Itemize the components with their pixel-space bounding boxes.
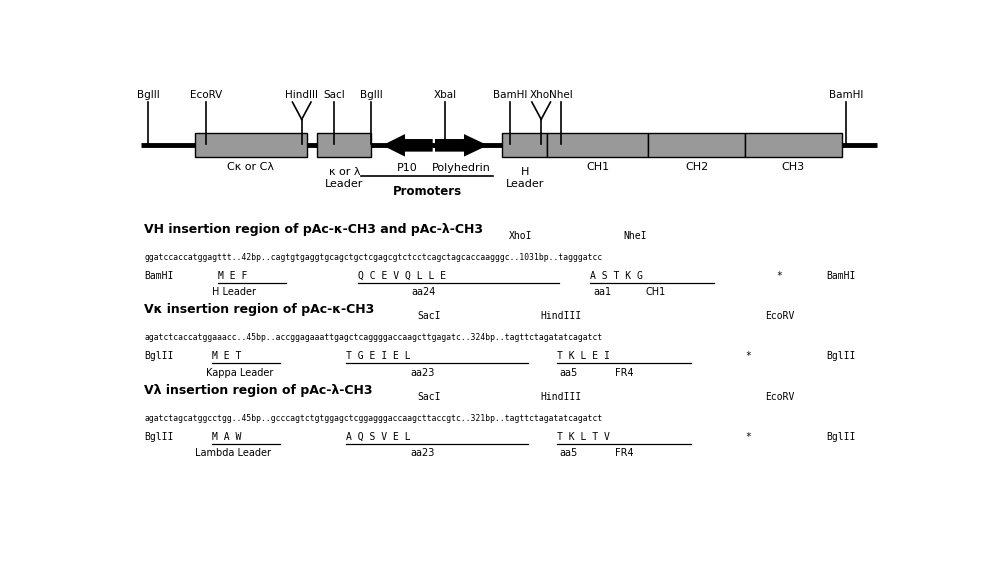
Text: EcoRV: EcoRV [765,392,795,402]
Text: HindIII: HindIII [541,392,582,402]
Text: aa24: aa24 [412,288,436,297]
Text: BamHI: BamHI [829,90,863,100]
Text: P10: P10 [397,163,417,173]
Text: FR4: FR4 [615,448,633,459]
Text: T K L T V: T K L T V [557,432,610,442]
Text: agatctagcatggcctgg..45bp..gcccagtctgtggagctcggagggaccaagcttaccgtc..321bp..tagttc: agatctagcatggcctgg..45bp..gcccagtctgtgga… [144,414,603,423]
Text: Kappa Leader: Kappa Leader [206,368,274,378]
Text: NheI: NheI [623,232,647,242]
Text: T K L E I: T K L E I [557,351,610,361]
Bar [745,133,842,157]
Text: BglII: BglII [137,90,160,100]
Text: XhoI: XhoI [509,232,532,242]
Text: aa23: aa23 [410,448,435,459]
Text: BglII: BglII [826,432,856,442]
Text: T G E I E L: T G E I E L [346,351,411,361]
Text: SacI: SacI [418,392,441,402]
Text: BamHI: BamHI [144,271,174,281]
Text: Vλ insertion region of pAc-λ-CH3: Vλ insertion region of pAc-λ-CH3 [144,384,373,397]
Text: H
Leader: H Leader [506,167,544,189]
Bar [547,133,648,157]
Text: XbaI: XbaI [434,90,457,100]
Text: FR4: FR4 [615,368,633,378]
Polygon shape [435,134,488,157]
Text: BamHI: BamHI [493,90,527,100]
Text: SacI: SacI [323,90,345,100]
Text: Lambda Leader: Lambda Leader [195,448,271,459]
Text: Promoters: Promoters [393,185,462,198]
Bar [195,133,307,157]
Text: aa5: aa5 [559,368,577,378]
Text: BglII: BglII [144,351,174,361]
Text: *: * [745,351,751,361]
Text: Q C E V Q L L E: Q C E V Q L L E [358,271,446,281]
Text: aa5: aa5 [559,448,577,459]
Bar [502,133,547,157]
Text: aa23: aa23 [410,368,435,378]
Text: NheI: NheI [549,90,573,100]
Text: HindIII: HindIII [541,311,582,321]
Text: A S T K G: A S T K G [590,271,643,281]
Bar [648,133,745,157]
Text: SacI: SacI [418,311,441,321]
Text: Cκ or Cλ: Cκ or Cλ [227,161,274,171]
Text: HindIII: HindIII [285,90,318,100]
Text: M E F: M E F [218,271,247,281]
Text: EcoRV: EcoRV [765,311,795,321]
Text: VH insertion region of pAc-κ-CH3 and pAc-λ-CH3: VH insertion region of pAc-κ-CH3 and pAc… [144,223,483,236]
Text: CH2: CH2 [685,161,708,171]
Text: CH1: CH1 [586,161,609,171]
Text: agatctcaccatggaaacc..45bp..accggagaaattgagctcaggggaccaagcttgagatc..324bp..tagttc: agatctcaccatggaaacc..45bp..accggagaaattg… [144,333,603,342]
Text: M A W: M A W [212,432,241,442]
Text: Polyhedrin: Polyhedrin [432,163,491,173]
Text: EcoRV: EcoRV [190,90,222,100]
Text: BamHI: BamHI [826,271,856,281]
Text: κ or λ
Leader: κ or λ Leader [325,167,364,189]
Text: XhoI: XhoI [530,90,553,100]
Polygon shape [382,134,433,157]
Text: H Leader: H Leader [212,288,256,297]
Text: CH1: CH1 [646,288,666,297]
Text: aa1: aa1 [594,288,612,297]
Text: M E T: M E T [212,351,241,361]
Text: CH3: CH3 [782,161,805,171]
Text: BglII: BglII [360,90,383,100]
Text: *: * [745,432,751,442]
Bar [317,133,371,157]
Text: *: * [776,271,782,281]
Text: BglII: BglII [144,432,174,442]
Text: ggatccaccatggagttt..42bp..cagtgtgaggtgcagctgctcgagcgtctcctcagctagcaccaagggc..103: ggatccaccatggagttt..42bp..cagtgtgaggtgca… [144,253,603,262]
Text: BglII: BglII [826,351,856,361]
Text: A Q S V E L: A Q S V E L [346,432,411,442]
Text: Vκ insertion region of pAc-κ-CH3: Vκ insertion region of pAc-κ-CH3 [144,303,375,316]
